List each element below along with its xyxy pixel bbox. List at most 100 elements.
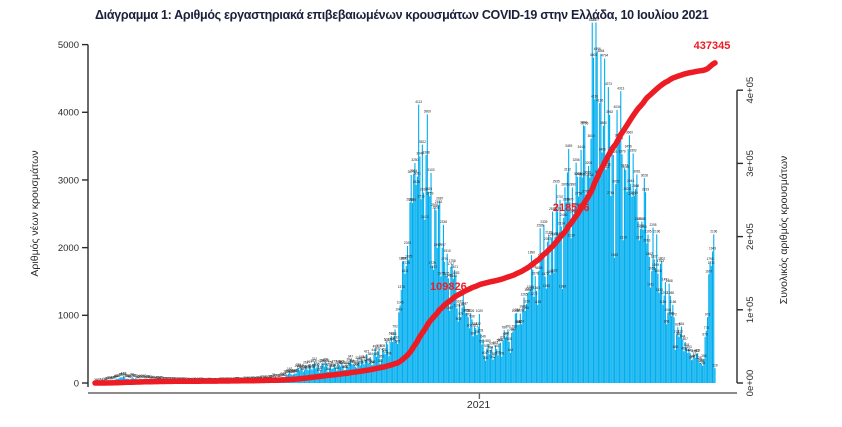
bar-value-label: 1890 (528, 250, 535, 254)
bar (711, 251, 714, 383)
bar-value-label: 1156 (659, 300, 666, 304)
right-axis-tick-label: 3e+05 (745, 150, 756, 177)
bar-value-label: 6 (100, 378, 102, 382)
bar-value-label: 973 (705, 312, 711, 316)
bar-value-label: 443 (685, 348, 691, 352)
bar-value-label: 1411 (647, 283, 654, 287)
bar-value-label: 796 (511, 324, 517, 328)
bar-value-label: 35 (154, 376, 158, 380)
bar-value-label: 452 (381, 348, 387, 352)
bar (491, 346, 493, 383)
bar (475, 328, 477, 383)
bar (416, 176, 418, 383)
bar-value-label: 391 (499, 352, 505, 356)
bar (680, 326, 683, 383)
bar (566, 172, 568, 383)
bar-value-label: 309 (323, 357, 329, 361)
bar-value-label: 40 (137, 375, 141, 379)
bar (601, 152, 603, 383)
right-axis-title: Συνολικός αριθμός κρουσμάτων (778, 156, 790, 305)
bar-value-label: 1699 (652, 263, 659, 267)
bar (385, 342, 387, 383)
bar (642, 229, 644, 383)
bar (452, 278, 454, 383)
bar-value-label: 2159 (551, 232, 558, 236)
bar-value-label: 4136 (596, 98, 603, 102)
bar (692, 359, 694, 383)
bar (420, 199, 422, 383)
bar (596, 51, 598, 383)
bar (674, 349, 676, 383)
bar (521, 324, 523, 383)
bar-value-label: 2868 (632, 184, 639, 188)
bar-value-label: 342 (363, 355, 369, 359)
bar-value-label: 59 (124, 374, 128, 378)
bar (616, 109, 618, 383)
bar-value-label: 45 (264, 375, 268, 379)
right-axis-tick-label: 4e+05 (745, 77, 756, 104)
bar (512, 331, 514, 383)
bar-value-label: 4805 (590, 53, 597, 57)
bar (607, 87, 609, 383)
bar-value-label: 28 (109, 376, 113, 380)
bar (695, 353, 697, 383)
bar-value-label: 80 (282, 373, 286, 377)
bar (496, 349, 498, 383)
bar-value-label: 183 (334, 366, 340, 370)
bar (710, 265, 712, 383)
bar-value-label: 2110 (620, 235, 627, 239)
bar-value-label: 2785 (582, 190, 589, 194)
bar-value-label: 205 (304, 364, 310, 368)
bar-value-label: 1623 (550, 268, 557, 272)
bar (561, 289, 564, 383)
bar (591, 22, 593, 383)
bar-value-label: 1611 (402, 269, 409, 273)
bar-value-label: 286 (324, 359, 330, 363)
bar-value-label: 1758 (449, 259, 456, 263)
bar (658, 292, 660, 383)
bar (640, 228, 642, 383)
bar-value-label: 223 (296, 363, 302, 367)
bar (602, 125, 604, 383)
bar-value-label: 1575 (442, 272, 449, 276)
bar-value-label: 539 (489, 342, 495, 346)
bar-value-label: 226 (354, 363, 360, 367)
bar (534, 276, 536, 383)
bar-value-label: 3051 (414, 172, 421, 176)
bar (558, 236, 560, 383)
bar (682, 339, 684, 383)
bar-value-label: 276 (335, 360, 341, 364)
bar (455, 275, 457, 383)
bar (359, 365, 361, 383)
bar-value-label: 2598 (571, 202, 578, 206)
bar-value-label: 53 (268, 375, 272, 379)
bar (394, 329, 396, 383)
chart-title: Διάγραμμα 1: Αριθμός εργαστηριακά επιβεβ… (95, 8, 709, 22)
bar (544, 276, 546, 383)
bar-value-label: 64 (114, 374, 118, 378)
bar (693, 354, 695, 383)
bar-value-label: 289 (366, 359, 372, 363)
bar-value-label: 675 (503, 333, 509, 337)
bar (356, 367, 358, 383)
bar (498, 343, 500, 383)
bar (563, 217, 565, 383)
bar-value-label: 484 (488, 345, 494, 349)
bar (672, 304, 674, 383)
bar-value-label: 152 (317, 368, 323, 372)
bar-value-label: 1116 (459, 303, 466, 307)
bar (683, 351, 685, 383)
bar-value-label: 4313 (617, 86, 624, 90)
bar-value-label: 7 (99, 378, 101, 382)
bar-value-label: 120 (289, 370, 295, 374)
bar-value-label: 862 (516, 320, 522, 324)
bar-value-label: 572 (385, 339, 391, 343)
bar (404, 273, 406, 383)
bar (415, 184, 417, 383)
bar (502, 340, 504, 383)
bar-value-label: 73 (134, 373, 138, 377)
bar-value-label: 1065 (522, 306, 529, 310)
bar (428, 191, 430, 383)
bar-value-label: 83 (121, 373, 125, 377)
